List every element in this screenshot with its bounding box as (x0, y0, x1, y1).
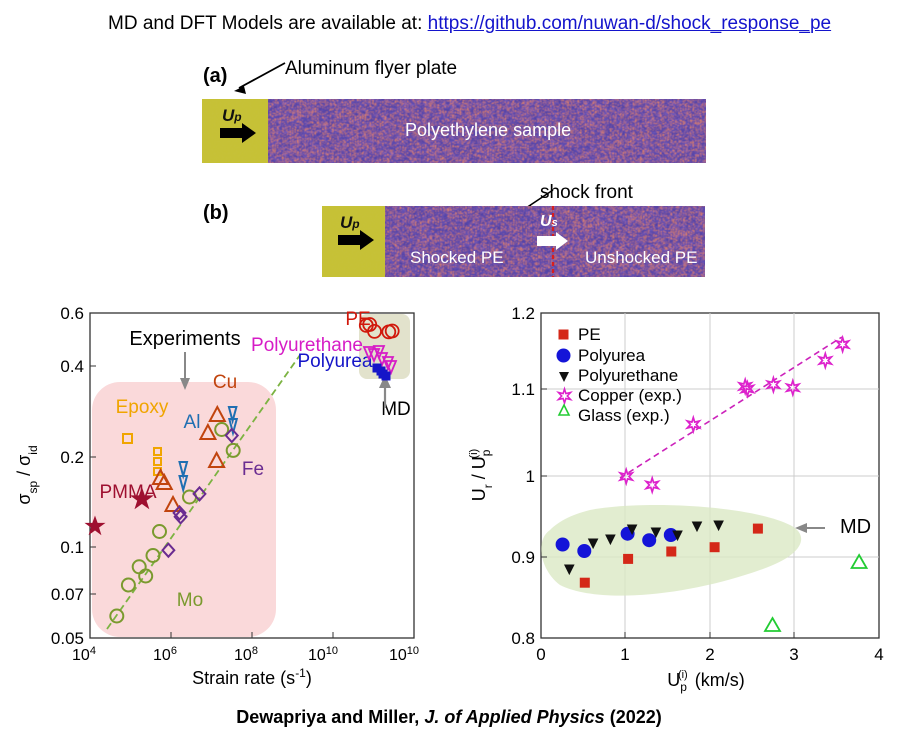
svg-text:4: 4 (874, 645, 883, 664)
svg-text:0.9: 0.9 (511, 548, 535, 567)
svg-text:0.05: 0.05 (51, 629, 84, 648)
svg-text:Polyurea: Polyurea (298, 351, 373, 372)
svg-text:3: 3 (789, 645, 798, 664)
svg-text:Copper (exp.): Copper (exp.) (578, 386, 682, 405)
svg-text:1010: 1010 (389, 645, 419, 664)
svg-text:1: 1 (620, 645, 629, 664)
svg-text:Mo: Mo (177, 590, 203, 611)
svg-text:Polyurethane: Polyurethane (578, 366, 678, 385)
svg-text:Strain rate (s-1): Strain rate (s-1) (192, 666, 312, 688)
svg-text:PE: PE (578, 325, 601, 344)
svg-text:1.1: 1.1 (511, 380, 535, 399)
svg-text:Ur / Up(i): Ur / Up(i) (468, 449, 495, 501)
svg-text:Cu: Cu (213, 372, 237, 393)
svg-text:0.4: 0.4 (60, 357, 84, 376)
svg-text:108: 108 (234, 645, 258, 664)
svg-text:PMMA: PMMA (100, 482, 157, 503)
svg-text:0.2: 0.2 (60, 448, 84, 467)
svg-text:Polyurea: Polyurea (578, 346, 646, 365)
svg-text:Glass (exp.): Glass (exp.) (578, 406, 670, 425)
svg-text:1010: 1010 (308, 645, 338, 664)
svg-text:Epoxy: Epoxy (116, 397, 169, 418)
svg-text:2: 2 (705, 645, 714, 664)
svg-text:Up(i) (km/s): Up(i) (km/s) (667, 669, 744, 694)
svg-text:0.07: 0.07 (51, 585, 84, 604)
svg-text:Al: Al (184, 412, 201, 433)
svg-text:0: 0 (536, 645, 545, 664)
svg-text:104: 104 (72, 645, 96, 664)
svg-text:σsp / σid: σsp / σid (14, 445, 40, 504)
svg-text:0.1: 0.1 (60, 538, 84, 557)
svg-text:0.8: 0.8 (511, 629, 535, 648)
svg-text:Experiments: Experiments (129, 328, 240, 350)
svg-text:1: 1 (526, 467, 535, 486)
svg-text:Fe: Fe (242, 459, 264, 480)
svg-text:106: 106 (153, 645, 177, 664)
svg-text:1.2: 1.2 (511, 304, 535, 323)
svg-text:MD: MD (840, 516, 871, 538)
svg-text:0.6: 0.6 (60, 304, 84, 323)
